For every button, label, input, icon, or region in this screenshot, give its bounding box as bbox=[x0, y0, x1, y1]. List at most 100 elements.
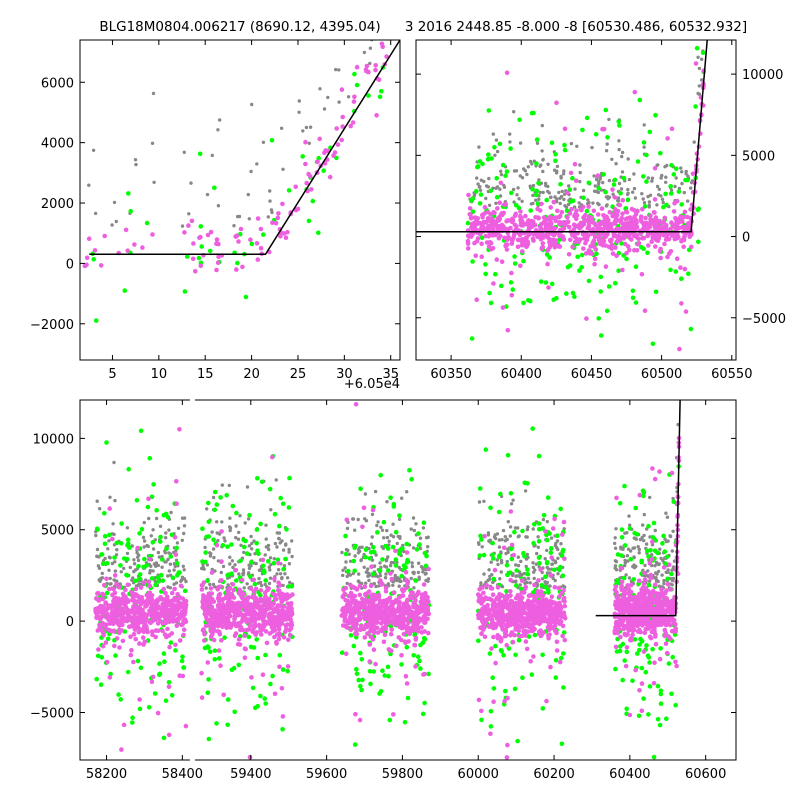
panel-bottom-point-gray bbox=[657, 584, 661, 588]
panel-bottom-point-magenta bbox=[277, 664, 282, 670]
panel-bottom-point-magenta bbox=[120, 638, 126, 644]
panel-bottom-point-gray bbox=[549, 536, 554, 540]
panel-top-right-point-gray bbox=[700, 78, 704, 82]
panel-top-right-point-magenta bbox=[622, 232, 627, 237]
panel-bottom-point-gray bbox=[409, 527, 413, 531]
panel-bottom-point-gray bbox=[340, 550, 344, 555]
panel-top-right-point-magenta bbox=[678, 265, 683, 270]
panel-top-right-point-green bbox=[470, 196, 476, 201]
panel-bottom-point-gray bbox=[247, 544, 252, 548]
panel-bottom-point-magenta bbox=[362, 584, 368, 590]
panel-bottom-point-magenta bbox=[174, 479, 179, 484]
panel-top-right-point-gray bbox=[562, 197, 566, 202]
panel-bottom-point-magenta bbox=[228, 607, 233, 613]
panel-top-right-point-magenta bbox=[693, 61, 699, 66]
panel-top-right-series-magenta bbox=[465, 61, 706, 352]
panel-bottom-point-green bbox=[477, 553, 483, 558]
panel-bottom-point-green bbox=[112, 555, 117, 560]
panel-bottom-point-green bbox=[496, 509, 502, 515]
panel-bottom-point-magenta bbox=[202, 638, 207, 643]
panel-top-right-point-green bbox=[547, 255, 552, 260]
panel-bottom-point-green bbox=[229, 542, 234, 547]
panel-bottom-point-magenta bbox=[121, 611, 126, 616]
panel-top-left-point-green bbox=[207, 248, 213, 254]
panel-top-right-point-gray bbox=[541, 190, 545, 195]
panel-top-right-point-magenta bbox=[657, 249, 663, 254]
panel-bottom-point-gray bbox=[416, 570, 421, 575]
panel-bottom-point-green bbox=[519, 586, 524, 592]
panel-bottom-point-green bbox=[156, 579, 161, 584]
panel-top-right-point-magenta bbox=[665, 254, 670, 260]
panel-top-right-point-gray bbox=[648, 193, 653, 197]
panel-bottom-point-green bbox=[555, 533, 560, 538]
panel-bottom-point-green bbox=[145, 504, 151, 510]
panel-top-right-point-gray bbox=[594, 177, 599, 182]
panel-bottom-point-green bbox=[476, 638, 481, 644]
panel-top-right-point-magenta bbox=[592, 256, 598, 262]
panel-top-right-point-gray bbox=[541, 169, 545, 174]
panel-bottom-point-green bbox=[491, 686, 497, 691]
panel-top-right-point-magenta bbox=[655, 227, 660, 232]
panel-top-left-point-green bbox=[198, 224, 204, 229]
panel-bottom-point-magenta bbox=[251, 595, 256, 600]
panel-top-left-y-tick-label: 0 bbox=[66, 257, 74, 272]
panel-top-right-point-magenta bbox=[510, 238, 515, 243]
panel-bottom-point-magenta bbox=[353, 631, 358, 637]
panel-bottom-point-magenta bbox=[136, 629, 142, 635]
panel-bottom-point-magenta bbox=[142, 600, 147, 605]
panel-bottom-point-gray bbox=[636, 545, 640, 549]
panel-top-right-point-green bbox=[529, 110, 535, 116]
panel-bottom-point-magenta bbox=[269, 625, 275, 630]
panel-bottom-point-green bbox=[206, 519, 212, 525]
panel-bottom-point-green bbox=[352, 545, 358, 550]
panel-top-right-point-gray bbox=[552, 168, 557, 172]
panel-bottom-point-magenta bbox=[519, 633, 525, 639]
panel-bottom-point-green bbox=[386, 673, 391, 679]
panel-top-left-point-magenta bbox=[340, 124, 346, 129]
panel-bottom-point-magenta bbox=[378, 621, 384, 626]
panel-bottom-point-green bbox=[160, 578, 166, 583]
panel-bottom-point-gray bbox=[487, 568, 491, 572]
panel-bottom-point-magenta bbox=[341, 587, 346, 592]
panel-bottom-point-gray bbox=[662, 581, 666, 586]
panel-bottom-point-green bbox=[423, 563, 429, 569]
panel-top-right-point-magenta bbox=[657, 218, 662, 224]
panel-bottom-point-green bbox=[130, 720, 135, 725]
panel-bottom-point-gray bbox=[148, 568, 152, 573]
panel-bottom-point-green bbox=[396, 548, 402, 554]
panel-bottom-point-gray bbox=[167, 569, 171, 573]
panel-bottom-point-green bbox=[498, 648, 504, 653]
panel-bottom-point-gray bbox=[556, 572, 560, 576]
panel-bottom-point-green bbox=[118, 563, 123, 568]
panel-top-left-point-gray bbox=[326, 95, 330, 100]
panel-bottom-point-green bbox=[358, 486, 363, 491]
panel-top-right-point-magenta bbox=[624, 250, 629, 256]
panel-bottom-point-gray bbox=[385, 500, 389, 504]
panel-bottom-point-gray bbox=[176, 526, 181, 530]
panel-bottom-point-green bbox=[351, 558, 357, 564]
panel-bottom-point-gray bbox=[246, 517, 251, 521]
panel-top-right-point-gray bbox=[508, 140, 512, 144]
panel-top-left-point-gray bbox=[307, 141, 311, 145]
panel-bottom-point-magenta bbox=[389, 604, 394, 609]
panel-top-right-point-magenta bbox=[466, 192, 471, 198]
panel-bottom-point-magenta bbox=[131, 659, 136, 665]
panel-bottom-point-green bbox=[141, 564, 146, 570]
panel-bottom-point-green bbox=[477, 486, 483, 491]
panel-bottom-point-green bbox=[249, 560, 254, 565]
panel-bottom-point-magenta bbox=[100, 591, 105, 597]
panel-bottom-point-gray bbox=[353, 528, 357, 532]
panel-bottom-point-magenta bbox=[202, 631, 207, 637]
panel-top-left-point-green bbox=[377, 94, 383, 100]
panel-bottom-point-gray bbox=[215, 520, 219, 524]
panel-top-right-point-magenta bbox=[632, 89, 638, 95]
panel-top-right-point-gray bbox=[484, 196, 488, 201]
panel-bottom-point-green bbox=[351, 643, 357, 649]
panel-top-right-point-magenta bbox=[570, 244, 575, 250]
panel-top-right-point-green bbox=[521, 300, 526, 306]
panel-bottom-point-gray bbox=[528, 581, 532, 585]
panel-bottom-point-magenta bbox=[353, 711, 358, 717]
panel-bottom-point-magenta bbox=[424, 611, 430, 616]
panel-bottom-point-magenta bbox=[150, 674, 156, 680]
